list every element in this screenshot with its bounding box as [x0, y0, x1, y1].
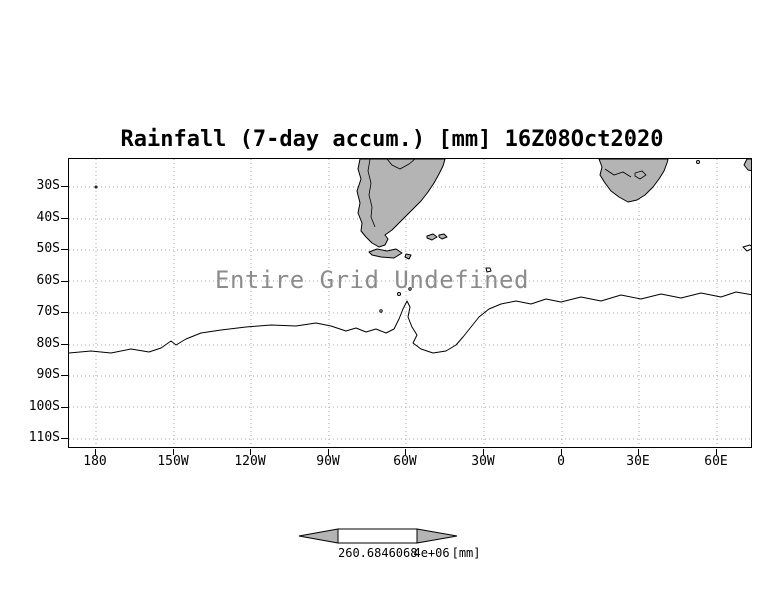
y-tick-label: 110S — [28, 430, 60, 445]
country-border — [367, 159, 376, 228]
y-axis-tick — [61, 344, 68, 345]
colorbar-value-right: 4e+06 — [413, 546, 450, 560]
grid-undefined-message: Entire Grid Undefined — [215, 266, 529, 294]
colorbar — [298, 528, 458, 544]
colorbar-units: [mm] — [451, 546, 481, 560]
africa-landmass — [598, 159, 669, 203]
madagascar-landmass — [743, 159, 751, 172]
x-axis-tick — [95, 449, 96, 455]
small-island — [404, 253, 412, 260]
y-axis-tick — [61, 375, 68, 376]
map-canvas — [69, 159, 751, 447]
colorbar-value-left: 260.6846068 — [338, 546, 418, 560]
x-tick-label: 120W — [234, 454, 266, 469]
y-axis-tick — [61, 281, 68, 282]
y-tick-label: 40S — [36, 210, 60, 225]
y-axis-tick — [61, 218, 68, 219]
y-tick-label: 30S — [36, 178, 60, 193]
colorbar-left-arrow — [298, 528, 339, 544]
x-axis-tick — [716, 449, 717, 455]
plot-title: Rainfall (7-day accum.) [mm] 16Z08Oct202… — [120, 127, 664, 152]
x-tick-label: 0 — [557, 454, 565, 469]
x-axis-tick — [405, 449, 406, 455]
y-tick-label: 90S — [36, 367, 60, 382]
y-axis-tick — [61, 186, 68, 187]
south-america-landmass — [356, 159, 446, 248]
x-axis-tick — [561, 449, 562, 455]
colorbar-labels: 260.68460684e+06 [mm] — [338, 547, 481, 560]
x-axis-tick — [483, 449, 484, 455]
colorbar-right-arrow — [416, 528, 458, 544]
y-axis-tick — [61, 312, 68, 313]
x-tick-label: 180 — [83, 454, 107, 469]
x-axis-tick — [250, 449, 251, 455]
y-axis-tick — [61, 249, 68, 250]
y-axis-tick — [61, 438, 68, 439]
x-tick-label: 30E — [626, 454, 650, 469]
x-tick-label: 60W — [393, 454, 417, 469]
x-axis-tick — [328, 449, 329, 455]
country-border — [604, 168, 632, 178]
x-tick-label: 30W — [471, 454, 495, 469]
y-tick-label: 50S — [36, 241, 60, 256]
y-tick-label: 70S — [36, 304, 60, 319]
x-tick-label: 90W — [316, 454, 340, 469]
y-tick-label: 80S — [36, 336, 60, 351]
plot-area: Entire Grid Undefined — [68, 158, 752, 448]
small-islands — [94, 160, 751, 313]
landmasses — [356, 159, 751, 260]
x-axis-tick — [173, 449, 174, 455]
y-tick-label: 60S — [36, 273, 60, 288]
x-axis-tick — [638, 449, 639, 455]
colorbar-segment — [337, 528, 418, 544]
x-tick-label: 60E — [704, 454, 728, 469]
country-border — [386, 159, 416, 170]
antarctica-coastline — [69, 291, 751, 354]
tierra-del-fuego-island — [368, 248, 403, 259]
x-tick-label: 150W — [157, 454, 189, 469]
country-border — [634, 170, 647, 180]
y-tick-label: 100S — [28, 399, 60, 414]
falkland-islands — [426, 233, 448, 241]
y-axis-tick — [61, 407, 68, 408]
